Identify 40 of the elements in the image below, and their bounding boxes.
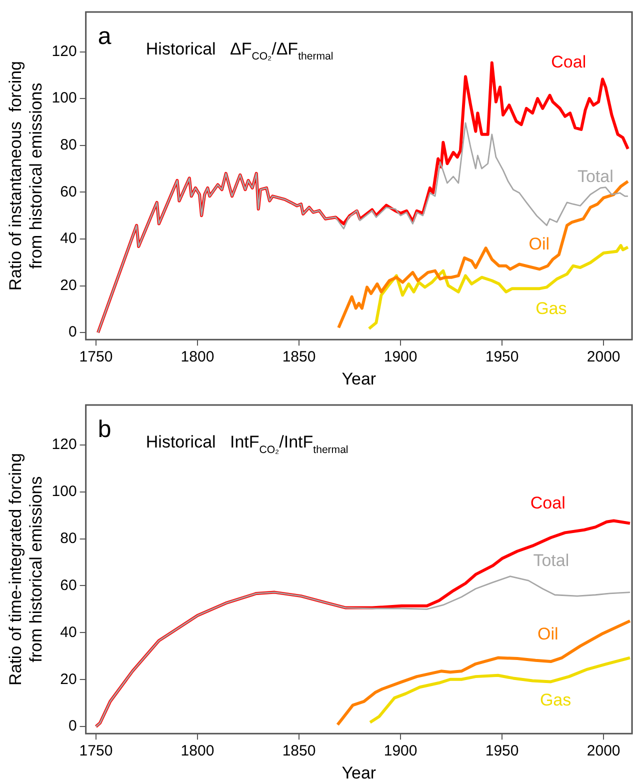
- y-tick-label: 80: [60, 136, 77, 154]
- x-tick-label: 2000: [586, 348, 620, 366]
- x-tick-label: 1950: [485, 348, 519, 366]
- series-label: Gas: [540, 690, 572, 710]
- x-tick-label: 2000: [586, 742, 620, 760]
- series-label: Gas: [536, 298, 567, 318]
- y-axis-title: Ratio of time-integrated forcing from historical emissions: [6, 453, 46, 686]
- annotation: a: [98, 23, 112, 50]
- x-axis-title: Year: [342, 369, 376, 388]
- y-tick-label: 0: [68, 324, 77, 341]
- x-tick-label: 1950: [485, 742, 519, 760]
- x-tick-label: 1800: [180, 348, 214, 366]
- series-label: Coal: [530, 493, 566, 512]
- y-tick-label: 120: [52, 436, 77, 454]
- y-tick-label: 40: [60, 624, 77, 641]
- y-tick-label: 60: [60, 183, 77, 200]
- series-label: Total: [533, 551, 570, 570]
- y-tick-label: 60: [60, 576, 77, 594]
- y-tick-label: 100: [52, 90, 77, 107]
- x-tick-label: 1800: [180, 742, 214, 760]
- series-label: Coal: [551, 52, 586, 72]
- x-tick-label: 1750: [79, 348, 113, 366]
- y-tick-label: 120: [52, 42, 77, 60]
- x-tick-label: 1850: [282, 348, 316, 366]
- y-tick-label: 20: [60, 670, 77, 688]
- annotation: b: [98, 416, 112, 443]
- x-tick-label: 1750: [79, 742, 113, 760]
- series-label: Oil: [528, 234, 550, 254]
- y-axis-title: Ratio of instantaneous forcing from historical emissions: [6, 60, 46, 291]
- y-tick-label: 20: [60, 276, 77, 294]
- y-tick-label: 80: [60, 530, 77, 547]
- x-axis-title: Year: [342, 763, 376, 782]
- y-tick-label: 40: [60, 230, 77, 248]
- x-tick-label: 1900: [384, 742, 418, 760]
- y-tick-label: 100: [52, 482, 77, 500]
- y-tick-label: 0: [68, 718, 77, 735]
- x-tick-label: 1900: [384, 348, 418, 366]
- series-label: Oil: [538, 624, 558, 644]
- x-tick-label: 1850: [282, 742, 316, 760]
- series-label: Total: [577, 166, 614, 186]
